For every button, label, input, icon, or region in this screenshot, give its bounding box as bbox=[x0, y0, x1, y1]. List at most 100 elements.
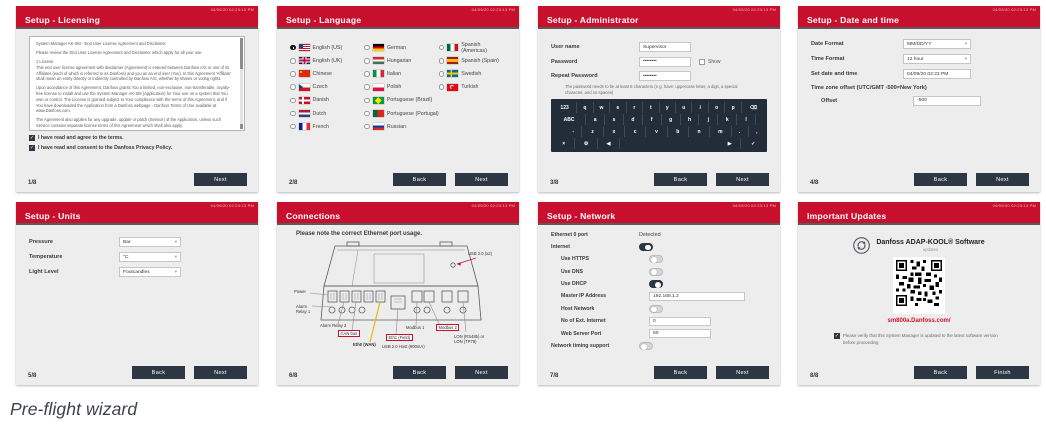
key-f[interactable]: f bbox=[643, 114, 662, 126]
user-name-field[interactable]: Supervisor bbox=[639, 42, 691, 52]
language-option[interactable]: Portuguese (Portugal) bbox=[364, 107, 439, 120]
language-option[interactable]: English (US) bbox=[290, 41, 364, 54]
network-input[interactable]: 0 bbox=[649, 316, 711, 326]
update-url-link[interactable]: sm800a.Danfoss.com/ bbox=[887, 318, 951, 324]
language-radio[interactable] bbox=[364, 84, 370, 90]
language-radio[interactable] bbox=[290, 84, 296, 90]
language-option[interactable]: Hungarian bbox=[364, 54, 438, 67]
key-123[interactable]: 123 bbox=[553, 102, 578, 114]
next-button[interactable]: Next bbox=[716, 173, 769, 186]
next-button[interactable]: Next bbox=[455, 366, 508, 379]
back-button[interactable]: Back bbox=[393, 366, 446, 379]
datetime-input[interactable]: -500 bbox=[913, 95, 981, 106]
language-option[interactable]: Portuguese (Brazil) bbox=[364, 94, 438, 107]
language-radio[interactable] bbox=[290, 71, 296, 77]
key-l[interactable]: l bbox=[737, 114, 757, 126]
language-radio[interactable] bbox=[438, 44, 445, 51]
language-option[interactable]: Spanish (Spain) bbox=[438, 54, 506, 67]
key-,[interactable]: , bbox=[756, 128, 758, 135]
network-toggle[interactable] bbox=[649, 280, 663, 289]
back-button[interactable]: Back bbox=[654, 173, 707, 186]
show-password-checkbox[interactable] bbox=[699, 58, 705, 65]
symbols-key[interactable]: ⚙ bbox=[575, 138, 598, 150]
key-abc[interactable]: ABC bbox=[553, 114, 587, 126]
datetime-input[interactable]: 04/09/20 02:23 PM bbox=[903, 69, 971, 80]
language-option[interactable]: Polish bbox=[364, 81, 438, 94]
next-button[interactable]: Next bbox=[194, 173, 247, 186]
repeat-password-field[interactable]: •••••••• bbox=[639, 71, 691, 81]
language-radio[interactable] bbox=[290, 97, 296, 104]
key-z[interactable]: z bbox=[582, 126, 604, 138]
key-q[interactable]: q bbox=[577, 102, 594, 114]
back-button[interactable]: Back bbox=[914, 173, 967, 186]
agreement-checkbox[interactable]: ✓ bbox=[29, 135, 35, 141]
language-option[interactable]: German bbox=[364, 41, 438, 54]
key-a[interactable]: a bbox=[586, 114, 606, 126]
network-toggle[interactable] bbox=[639, 342, 653, 351]
scrollbar-down-arrow[interactable] bbox=[239, 124, 243, 129]
next-button[interactable]: Next bbox=[194, 366, 247, 379]
space-key[interactable] bbox=[620, 138, 719, 149]
language-option[interactable]: Italian bbox=[364, 67, 438, 80]
key-p[interactable]: p bbox=[725, 102, 742, 114]
key-v[interactable]: v bbox=[646, 126, 668, 138]
verify-update-checkbox[interactable]: ✓ bbox=[834, 333, 840, 339]
language-option[interactable]: Russian bbox=[364, 120, 438, 133]
language-radio[interactable] bbox=[290, 44, 296, 51]
scrollbar-thumb[interactable] bbox=[239, 38, 243, 69]
next-button[interactable]: Next bbox=[716, 366, 769, 379]
network-input[interactable]: 80 bbox=[649, 329, 711, 339]
key-j[interactable]: j bbox=[699, 114, 719, 126]
confirm-key[interactable]: ✓ bbox=[751, 140, 756, 147]
language-option[interactable]: Dutch bbox=[290, 107, 364, 120]
key-y[interactable]: y bbox=[660, 102, 676, 114]
units-select[interactable]: Bar ▾ bbox=[119, 237, 181, 247]
back-button[interactable]: Back bbox=[132, 366, 185, 379]
language-radio[interactable] bbox=[290, 58, 296, 64]
key-b[interactable]: b bbox=[668, 126, 689, 138]
language-radio[interactable] bbox=[438, 71, 445, 77]
key-o[interactable]: o bbox=[709, 102, 726, 114]
key-d[interactable]: d bbox=[624, 114, 643, 126]
units-select[interactable]: Footcandles ▾ bbox=[119, 267, 181, 278]
scrollbar[interactable] bbox=[239, 38, 243, 129]
close-key[interactable]: × bbox=[553, 138, 576, 150]
units-select[interactable]: °C ▾ bbox=[119, 252, 181, 263]
language-radio[interactable] bbox=[290, 123, 296, 130]
key-e[interactable]: e bbox=[610, 102, 627, 114]
agreement-checkbox[interactable]: ✓ bbox=[29, 145, 35, 151]
language-option[interactable]: Spanish (Americas) bbox=[438, 41, 506, 54]
key-h[interactable]: h bbox=[681, 114, 700, 126]
backspace-key[interactable]: ⌫ bbox=[749, 104, 757, 111]
back-button[interactable]: Back bbox=[654, 366, 707, 379]
key-t[interactable]: t bbox=[643, 102, 660, 114]
finish-button[interactable]: Finish bbox=[976, 366, 1029, 379]
language-radio[interactable] bbox=[364, 58, 370, 64]
language-option[interactable]: Chinese bbox=[290, 67, 364, 80]
language-option[interactable]: French bbox=[290, 120, 364, 133]
language-radio[interactable] bbox=[364, 110, 370, 117]
language-radio[interactable] bbox=[364, 71, 370, 77]
key-w[interactable]: w bbox=[594, 102, 611, 114]
key-c[interactable]: c bbox=[625, 126, 647, 138]
language-radio[interactable] bbox=[438, 84, 445, 90]
key-g[interactable]: g bbox=[662, 114, 681, 126]
key-u[interactable]: u bbox=[676, 102, 693, 114]
next-button[interactable]: Next bbox=[455, 173, 508, 186]
datetime-select[interactable]: MM/DD/YY ▾ bbox=[903, 39, 971, 49]
key-k[interactable]: k bbox=[718, 114, 738, 126]
next-button[interactable]: Next bbox=[976, 173, 1029, 186]
network-toggle[interactable] bbox=[649, 255, 663, 264]
language-option[interactable]: English (UK) bbox=[290, 54, 364, 67]
key-n[interactable]: n bbox=[689, 126, 711, 138]
cursor-left-key[interactable]: ◀ bbox=[598, 138, 621, 150]
key-i[interactable]: i bbox=[692, 102, 709, 114]
back-button[interactable]: Back bbox=[914, 366, 967, 379]
network-toggle[interactable] bbox=[649, 304, 663, 313]
network-input[interactable]: 192.168.1.2 bbox=[649, 291, 745, 301]
network-toggle[interactable] bbox=[649, 267, 663, 276]
cursor-right-key[interactable]: ▶ bbox=[719, 138, 742, 150]
language-radio[interactable] bbox=[364, 123, 370, 130]
key-r[interactable]: r bbox=[627, 102, 644, 114]
back-button[interactable]: Back bbox=[393, 173, 446, 186]
